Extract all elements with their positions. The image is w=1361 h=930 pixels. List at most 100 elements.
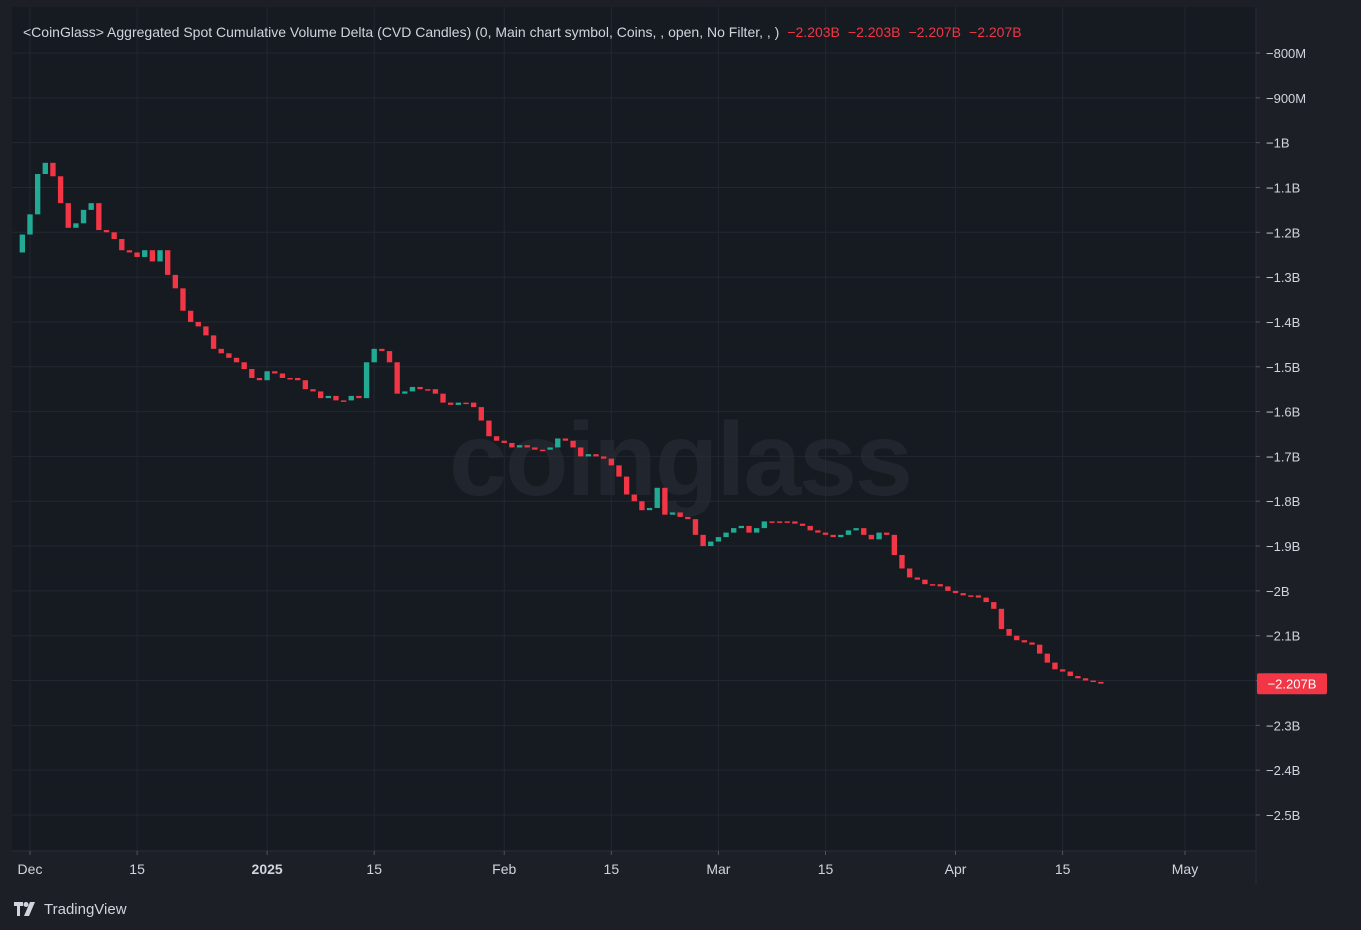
candle[interactable] bbox=[325, 395, 331, 399]
candle[interactable] bbox=[1029, 642, 1035, 645]
candle[interactable] bbox=[914, 577, 920, 580]
candle[interactable] bbox=[1090, 680, 1096, 683]
candle[interactable] bbox=[868, 534, 875, 540]
candle[interactable] bbox=[960, 593, 966, 596]
candle[interactable] bbox=[65, 203, 71, 228]
candle[interactable] bbox=[317, 391, 324, 399]
candle[interactable] bbox=[1014, 635, 1020, 641]
candle[interactable] bbox=[264, 371, 270, 381]
candle[interactable] bbox=[692, 519, 699, 535]
candle[interactable] bbox=[142, 250, 148, 257]
candle[interactable] bbox=[769, 521, 775, 523]
candle[interactable] bbox=[302, 380, 309, 390]
candle[interactable] bbox=[929, 584, 936, 586]
candle[interactable] bbox=[493, 436, 500, 441]
candle[interactable] bbox=[126, 250, 133, 253]
candle[interactable] bbox=[249, 369, 255, 378]
candle[interactable] bbox=[363, 362, 370, 399]
candle[interactable] bbox=[784, 521, 790, 523]
candle[interactable] bbox=[539, 449, 546, 452]
candle[interactable] bbox=[57, 176, 64, 204]
candle[interactable] bbox=[295, 377, 301, 381]
time-axis[interactable]: Dec 15 2025 15 Feb 15 Mar 15 Apr 15 May bbox=[18, 851, 1199, 877]
candle[interactable] bbox=[111, 232, 117, 240]
candle[interactable] bbox=[1044, 653, 1050, 663]
candle[interactable] bbox=[761, 521, 767, 529]
candle[interactable] bbox=[715, 537, 722, 542]
candle[interactable] bbox=[463, 402, 469, 405]
candle[interactable] bbox=[103, 230, 110, 233]
candle[interactable] bbox=[218, 348, 224, 354]
candle[interactable] bbox=[753, 528, 760, 533]
candle[interactable] bbox=[1098, 681, 1104, 684]
candle[interactable] bbox=[991, 602, 997, 609]
candle[interactable] bbox=[1082, 678, 1089, 681]
candle[interactable] bbox=[340, 400, 347, 402]
candle[interactable] bbox=[42, 162, 48, 175]
candle[interactable] bbox=[73, 223, 79, 228]
candle[interactable] bbox=[746, 525, 752, 533]
candle[interactable] bbox=[1021, 640, 1028, 643]
tradingview-brand[interactable]: TradingView bbox=[14, 898, 127, 920]
candle[interactable] bbox=[1067, 671, 1073, 677]
candle[interactable] bbox=[96, 203, 102, 231]
candle[interactable] bbox=[1006, 628, 1012, 636]
candle[interactable] bbox=[501, 440, 507, 443]
candle[interactable] bbox=[203, 326, 209, 336]
candle[interactable] bbox=[723, 532, 729, 538]
candle[interactable] bbox=[1052, 662, 1058, 670]
candle[interactable] bbox=[608, 458, 614, 466]
candle[interactable] bbox=[88, 203, 94, 210]
candle[interactable] bbox=[815, 530, 821, 533]
candles-series[interactable] bbox=[19, 162, 1104, 684]
candle[interactable] bbox=[899, 555, 905, 569]
candle[interactable] bbox=[119, 239, 125, 251]
candle[interactable] bbox=[402, 391, 408, 394]
candle[interactable] bbox=[822, 532, 829, 535]
candle[interactable] bbox=[165, 250, 171, 275]
candle[interactable] bbox=[516, 445, 523, 448]
candle[interactable] bbox=[731, 528, 737, 533]
chart-pane[interactable] bbox=[12, 7, 1256, 851]
candle[interactable] bbox=[470, 402, 477, 408]
candle[interactable] bbox=[226, 353, 232, 358]
candle[interactable] bbox=[34, 174, 41, 215]
candle[interactable] bbox=[19, 234, 26, 253]
candle[interactable] bbox=[478, 407, 484, 421]
candle[interactable] bbox=[562, 438, 569, 441]
candle[interactable] bbox=[547, 447, 553, 450]
candle[interactable] bbox=[425, 389, 431, 391]
candle[interactable] bbox=[195, 321, 201, 327]
candle[interactable] bbox=[532, 447, 538, 450]
candle[interactable] bbox=[1075, 676, 1081, 679]
candle[interactable] bbox=[272, 371, 278, 374]
candle[interactable] bbox=[639, 501, 645, 511]
candle[interactable] bbox=[585, 454, 592, 457]
candle[interactable] bbox=[310, 389, 316, 392]
candle[interactable] bbox=[830, 534, 836, 538]
candle[interactable] bbox=[379, 348, 385, 352]
candle[interactable] bbox=[952, 590, 959, 594]
candle[interactable] bbox=[279, 373, 286, 378]
candle[interactable] bbox=[149, 250, 156, 262]
candle[interactable] bbox=[50, 162, 56, 177]
candle[interactable] bbox=[233, 357, 240, 363]
candle[interactable] bbox=[631, 494, 637, 502]
candle[interactable] bbox=[685, 516, 691, 520]
candle[interactable] bbox=[409, 386, 416, 392]
candle[interactable] bbox=[134, 252, 140, 257]
candle[interactable] bbox=[570, 440, 576, 448]
candle[interactable] bbox=[524, 445, 530, 448]
candle[interactable] bbox=[241, 362, 247, 369]
candle[interactable] bbox=[287, 377, 293, 380]
candle[interactable] bbox=[623, 476, 630, 495]
candle[interactable] bbox=[1036, 644, 1043, 654]
candle[interactable] bbox=[646, 507, 653, 511]
candle[interactable] bbox=[876, 532, 882, 540]
candle[interactable] bbox=[555, 438, 561, 448]
candle[interactable] bbox=[838, 534, 844, 538]
candle[interactable] bbox=[455, 402, 462, 405]
candle[interactable] bbox=[348, 395, 354, 401]
candle[interactable] bbox=[975, 595, 982, 598]
